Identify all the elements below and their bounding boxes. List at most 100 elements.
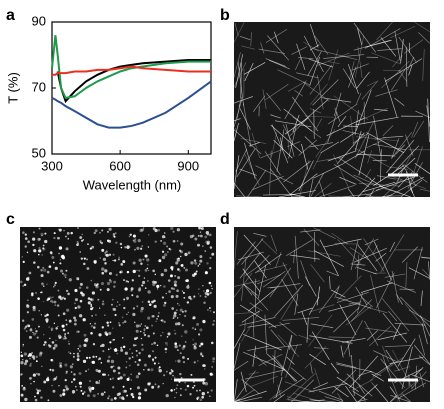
particle xyxy=(199,295,202,297)
particle xyxy=(154,383,157,386)
panel-label: d xyxy=(220,211,230,228)
particle xyxy=(174,275,177,278)
nanowire xyxy=(313,347,329,350)
nanowire xyxy=(369,371,382,376)
particle xyxy=(141,301,144,303)
particle xyxy=(202,319,206,324)
nanowire xyxy=(323,54,365,59)
particle xyxy=(63,258,65,260)
particle xyxy=(141,343,144,346)
particle xyxy=(199,352,203,355)
particle xyxy=(177,268,180,271)
particle xyxy=(117,371,121,375)
particle xyxy=(141,284,144,287)
nanowire xyxy=(387,176,424,198)
particle xyxy=(77,305,81,309)
nanowire xyxy=(390,395,397,403)
particle xyxy=(111,339,114,342)
particle xyxy=(137,372,141,375)
particle xyxy=(27,355,30,357)
particle xyxy=(194,342,198,346)
particle xyxy=(197,360,199,362)
nanowire xyxy=(351,63,369,71)
particle xyxy=(38,309,40,312)
particle xyxy=(174,342,178,345)
nanowire xyxy=(421,323,428,345)
nanowire xyxy=(373,241,392,281)
particle xyxy=(38,253,40,256)
nanowire xyxy=(308,177,314,198)
nanowire xyxy=(330,362,340,374)
nanowire xyxy=(244,62,254,82)
nanowire xyxy=(308,383,348,393)
particle xyxy=(98,357,102,360)
particle xyxy=(103,373,106,376)
nanowire xyxy=(270,329,286,347)
particle xyxy=(85,337,89,342)
nanowire xyxy=(272,355,296,382)
particle xyxy=(119,376,123,380)
particle xyxy=(143,332,145,334)
particle xyxy=(183,314,187,318)
particle xyxy=(198,288,200,290)
particle xyxy=(109,273,111,275)
particle xyxy=(35,388,38,391)
particle xyxy=(135,349,138,352)
nanowire xyxy=(289,173,318,196)
particle xyxy=(169,371,172,375)
particle xyxy=(97,369,101,373)
texture xyxy=(233,21,431,198)
nanowire xyxy=(284,381,315,393)
particle xyxy=(203,301,206,304)
particle xyxy=(112,365,115,368)
particle xyxy=(176,228,181,232)
particle xyxy=(181,335,183,337)
nanowire xyxy=(360,282,393,293)
particle xyxy=(170,287,174,290)
particle xyxy=(51,255,55,259)
particle xyxy=(20,373,23,376)
nanowire xyxy=(382,125,394,136)
particle xyxy=(66,308,70,312)
particle xyxy=(99,257,101,259)
nanowire xyxy=(265,58,286,67)
nanowire xyxy=(413,247,423,280)
particle xyxy=(153,362,156,365)
particle xyxy=(178,257,180,260)
particle xyxy=(77,347,79,350)
particle xyxy=(138,351,141,355)
nanowire xyxy=(356,107,388,123)
particle xyxy=(51,301,54,304)
nanowire xyxy=(304,136,319,150)
particle xyxy=(72,392,74,394)
particle xyxy=(45,320,49,323)
particle xyxy=(209,291,212,295)
particle xyxy=(132,395,135,399)
nanowire xyxy=(382,135,404,139)
particle xyxy=(161,255,166,260)
particle xyxy=(181,346,185,350)
particle xyxy=(102,350,105,353)
particle xyxy=(100,345,102,348)
particle xyxy=(192,386,195,389)
particle xyxy=(120,263,124,266)
nanowire xyxy=(356,254,360,279)
nanowire xyxy=(287,141,301,148)
particle xyxy=(51,368,55,372)
particle xyxy=(46,270,50,274)
nanowire xyxy=(326,270,339,277)
particle xyxy=(126,394,129,397)
nanowire xyxy=(303,228,320,247)
particle xyxy=(78,371,82,375)
nanowire xyxy=(309,335,353,344)
nanowire xyxy=(335,296,372,309)
nanowire xyxy=(369,357,404,381)
particle xyxy=(211,366,213,368)
particle xyxy=(120,270,123,274)
particle xyxy=(67,340,70,343)
particle xyxy=(35,292,37,294)
particle xyxy=(130,393,134,396)
nanowire xyxy=(382,298,410,332)
nanowire xyxy=(273,31,279,44)
particle xyxy=(77,330,80,333)
